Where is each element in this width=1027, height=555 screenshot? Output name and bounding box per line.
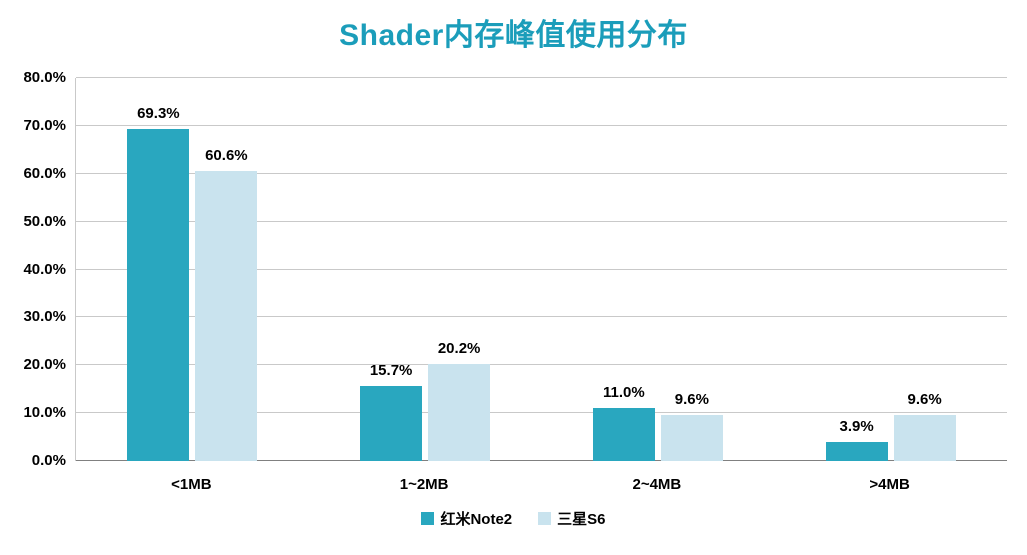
y-tick-label: 0.0% <box>31 452 66 469</box>
gridline <box>76 220 1007 222</box>
x-axis-line <box>76 460 1007 461</box>
gridline <box>76 172 1007 174</box>
bar-slot: 20.2% <box>428 78 491 461</box>
gridline <box>76 364 1007 366</box>
gridline <box>76 77 1007 78</box>
x-axis-label: >4MB <box>869 476 910 493</box>
bar <box>825 442 888 461</box>
legend-swatch <box>421 512 435 525</box>
y-tick-label: 10.0% <box>23 404 66 422</box>
x-axis-labels: <1MB 1~2MB 2~4MB >4MB <box>75 462 1006 493</box>
bar-slot: 60.6% <box>195 78 258 461</box>
bar-value-label: 15.7% <box>369 361 413 379</box>
y-tick-label: 40.0% <box>23 260 66 278</box>
bar-slot: 11.0% <box>592 78 655 461</box>
bar-value-label: 20.2% <box>437 340 481 358</box>
bar-group: 15.7% 20.2% <box>309 78 542 461</box>
chart-title: Shader内存峰值使用分布 <box>339 19 688 52</box>
bar-slot: 15.7% <box>360 78 423 461</box>
plot-area: 69.3% 60.6% 15.7% 20.2% 11.0% 9.6% 3.9% 9.6% <box>75 77 1007 461</box>
bar <box>893 415 956 461</box>
bar-value-label: 9.6% <box>674 391 709 409</box>
gridline <box>76 268 1007 270</box>
bar-slot: 69.3% <box>127 78 190 461</box>
bar-groups: 69.3% 60.6% 15.7% 20.2% 11.0% 9.6% 3.9% 9.6% <box>76 78 1007 461</box>
gridline <box>76 124 1007 126</box>
bar-slot: 9.6% <box>893 78 956 461</box>
x-axis-label: 1~2MB <box>399 476 449 493</box>
bar <box>360 385 423 461</box>
bar-value-label: 11.0% <box>603 384 645 402</box>
y-tick-label: 50.0% <box>23 212 66 230</box>
bar-value-label: 60.6% <box>205 146 248 164</box>
y-tick-label: 60.0% <box>23 164 66 182</box>
y-tick-label: 30.0% <box>23 308 66 326</box>
bar-value-label: 9.6% <box>907 391 942 409</box>
legend-item: 三星S6 <box>538 508 606 529</box>
bar-group: 11.0% 9.6% <box>542 78 775 461</box>
legend-item: 红米Note2 <box>421 508 512 529</box>
gridline <box>76 316 1007 318</box>
legend-label: 红米Note2 <box>440 511 513 528</box>
bar-group: 69.3% 60.6% <box>76 78 309 461</box>
bar-group: 3.9% 9.6% <box>774 78 1007 461</box>
legend: 红米Note2 三星S6 <box>0 508 1027 529</box>
bar <box>127 129 190 461</box>
y-tick-label: 80.0% <box>23 69 66 86</box>
bar-value-label: 3.9% <box>839 418 874 436</box>
x-axis-label: <1MB <box>171 476 212 493</box>
bar <box>195 170 258 461</box>
y-tick-label: 20.0% <box>23 356 66 374</box>
bar-slot: 9.6% <box>660 78 723 461</box>
bar <box>428 364 491 461</box>
y-axis-tick-labels: 0.0% 10.0% 20.0% 30.0% 40.0% 50.0% 60.0% 70.0% 8… <box>0 70 66 469</box>
bar-slot: 3.9% <box>825 78 888 461</box>
bar-value-label: 69.3% <box>137 105 180 123</box>
legend-swatch <box>538 512 552 525</box>
gridline <box>76 412 1007 414</box>
bar <box>592 408 655 461</box>
legend-label: 三星S6 <box>557 511 606 528</box>
y-tick-label: 70.0% <box>23 116 66 134</box>
x-axis-label: 2~4MB <box>632 476 682 493</box>
bar <box>660 415 723 461</box>
